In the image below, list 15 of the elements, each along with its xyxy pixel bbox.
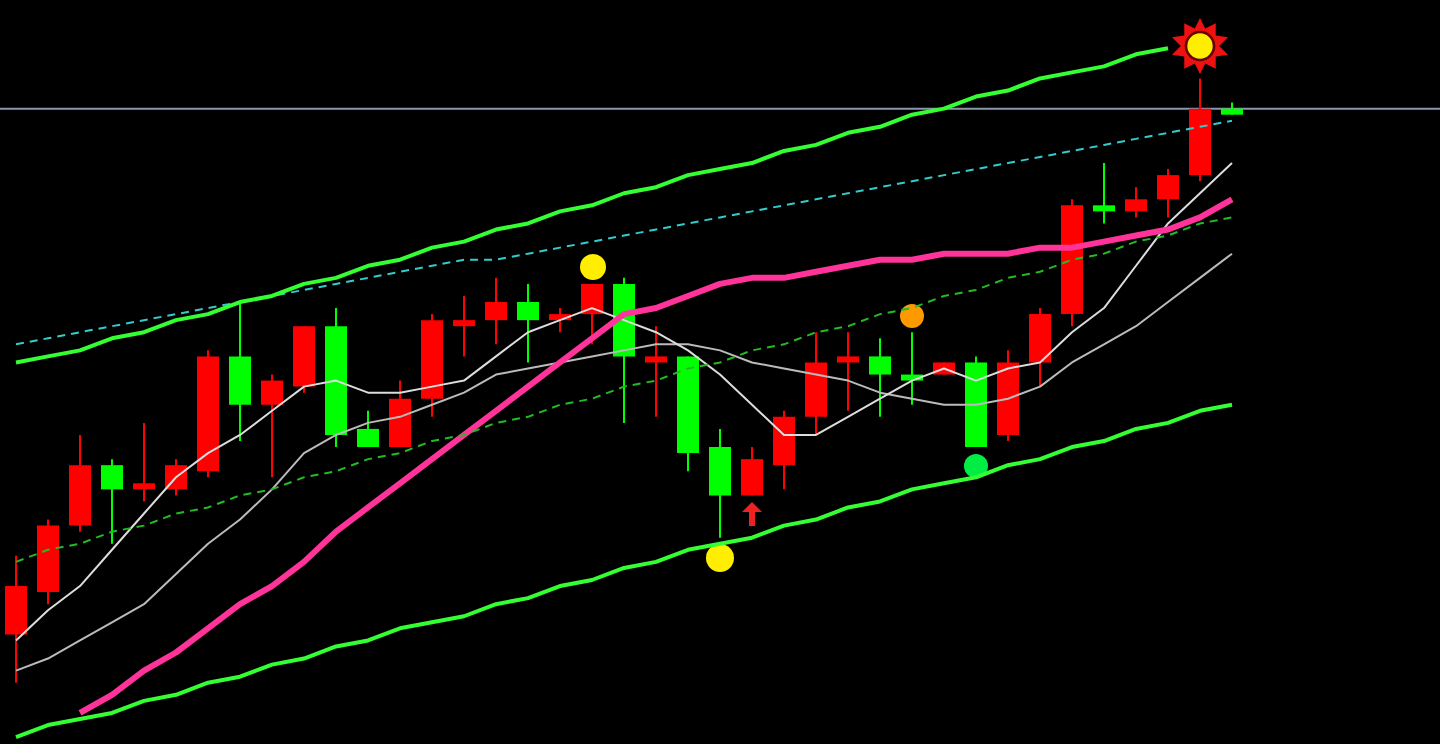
candlestick (1157, 168, 1179, 219)
candlestick (101, 458, 123, 545)
candlestick (1093, 162, 1115, 225)
candlestick (261, 373, 283, 479)
candlestick (517, 282, 539, 364)
candlestick (837, 331, 859, 412)
candlestick (453, 294, 475, 358)
candlestick (645, 325, 667, 418)
candlestick (869, 337, 891, 418)
candlestick (741, 446, 763, 497)
candlestick (581, 282, 603, 346)
candlestick (133, 421, 155, 503)
candlestick (485, 276, 507, 346)
candlestick (357, 409, 379, 449)
candlestick (1125, 186, 1147, 219)
